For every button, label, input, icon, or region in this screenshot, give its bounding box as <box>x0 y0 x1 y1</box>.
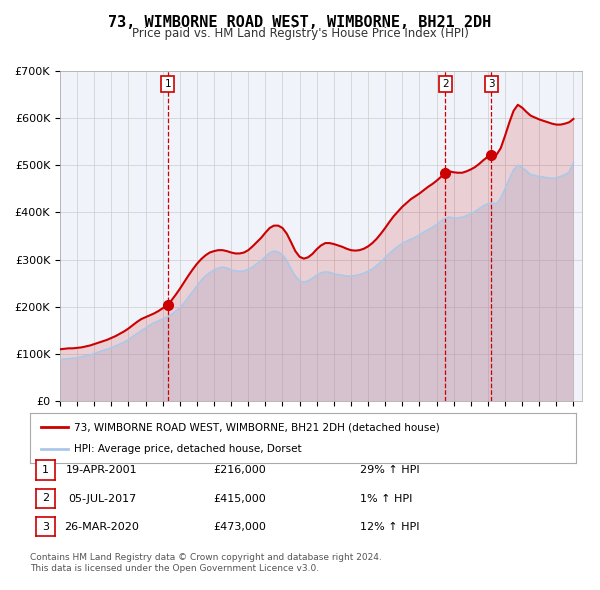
Text: Contains HM Land Registry data © Crown copyright and database right 2024.: Contains HM Land Registry data © Crown c… <box>30 553 382 562</box>
Text: 2: 2 <box>442 79 448 89</box>
Text: £415,000: £415,000 <box>214 494 266 503</box>
Text: 26-MAR-2020: 26-MAR-2020 <box>65 522 139 532</box>
Text: HPI: Average price, detached house, Dorset: HPI: Average price, detached house, Dors… <box>74 444 301 454</box>
Text: This data is licensed under the Open Government Licence v3.0.: This data is licensed under the Open Gov… <box>30 565 319 573</box>
Text: 19-APR-2001: 19-APR-2001 <box>66 466 138 475</box>
Text: 1% ↑ HPI: 1% ↑ HPI <box>360 494 412 503</box>
Text: 3: 3 <box>42 522 49 532</box>
Text: 73, WIMBORNE ROAD WEST, WIMBORNE, BH21 2DH (detached house): 73, WIMBORNE ROAD WEST, WIMBORNE, BH21 2… <box>74 422 439 432</box>
Text: 3: 3 <box>488 79 494 89</box>
Text: 05-JUL-2017: 05-JUL-2017 <box>68 494 136 503</box>
Text: 73, WIMBORNE ROAD WEST, WIMBORNE, BH21 2DH: 73, WIMBORNE ROAD WEST, WIMBORNE, BH21 2… <box>109 15 491 30</box>
Text: 29% ↑ HPI: 29% ↑ HPI <box>360 466 419 475</box>
Text: £216,000: £216,000 <box>214 466 266 475</box>
Text: £473,000: £473,000 <box>214 522 266 532</box>
Text: 1: 1 <box>164 79 171 89</box>
Text: 12% ↑ HPI: 12% ↑ HPI <box>360 522 419 532</box>
Text: Price paid vs. HM Land Registry's House Price Index (HPI): Price paid vs. HM Land Registry's House … <box>131 27 469 40</box>
Text: 2: 2 <box>42 493 49 503</box>
Text: 1: 1 <box>42 465 49 475</box>
